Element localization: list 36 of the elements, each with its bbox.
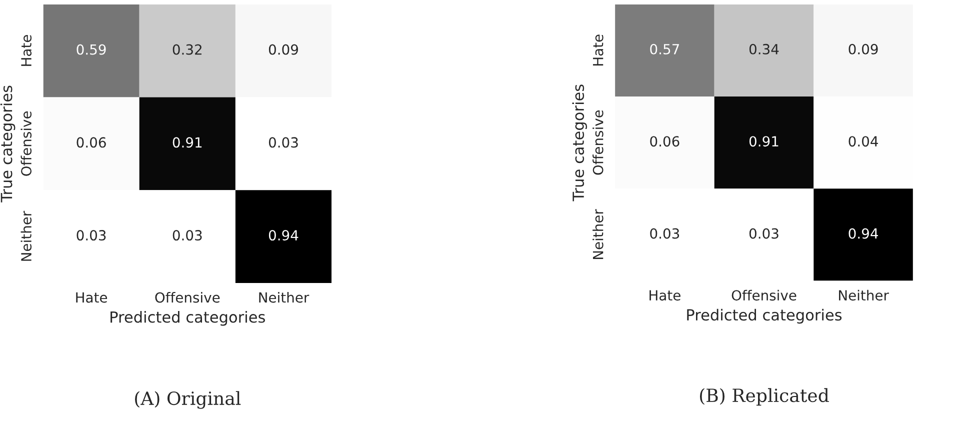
x-axis-title: Predicted categories — [687, 308, 842, 324]
data-label: 0.03 — [172, 230, 202, 241]
data-label: 0.03 — [76, 230, 106, 241]
x-tick-label: Offensive — [155, 292, 220, 303]
y-axis-title: True categories — [0, 86, 16, 202]
x-axis-title: Predicted categories — [110, 310, 265, 326]
x-tick-label: Offensive — [732, 290, 796, 301]
x-tick-label: Neither — [839, 290, 889, 301]
data-label: 0.03 — [650, 228, 680, 239]
y-axis-title: True categories — [572, 84, 588, 202]
data-label: 0.32 — [172, 44, 202, 55]
data-label: 0.09 — [268, 44, 298, 55]
data-label: 0.57 — [650, 44, 679, 54]
y-tick-label: Offensive — [20, 111, 32, 176]
data-label: 0.91 — [749, 136, 778, 147]
data-label: 0.91 — [172, 137, 202, 148]
x-tick-label: Hate — [76, 292, 108, 303]
y-tick-label: Neither — [20, 210, 32, 261]
y-tick-label: Hate — [21, 35, 32, 66]
y-tick-label: Offensive — [592, 110, 604, 175]
data-label: 0.06 — [650, 136, 680, 147]
text: (B) Replicated — [700, 388, 829, 406]
data-label: 0.59 — [76, 44, 106, 55]
data-label: 0.03 — [749, 228, 778, 239]
y-tick-label: Hate — [593, 34, 604, 66]
text: (A) Original — [135, 391, 241, 409]
y-tick-label: Neither — [592, 209, 604, 260]
data-label: 0.09 — [848, 44, 878, 54]
data-label: 0.03 — [268, 137, 298, 148]
data-label: 0.94 — [268, 230, 298, 241]
data-label: 0.94 — [848, 228, 878, 239]
data-label: 0.06 — [76, 137, 106, 148]
data-label: 0.04 — [848, 136, 878, 147]
x-tick-label: Neither — [259, 292, 310, 303]
data-label: 0.34 — [749, 44, 779, 54]
x-tick-label: Hate — [650, 290, 680, 301]
